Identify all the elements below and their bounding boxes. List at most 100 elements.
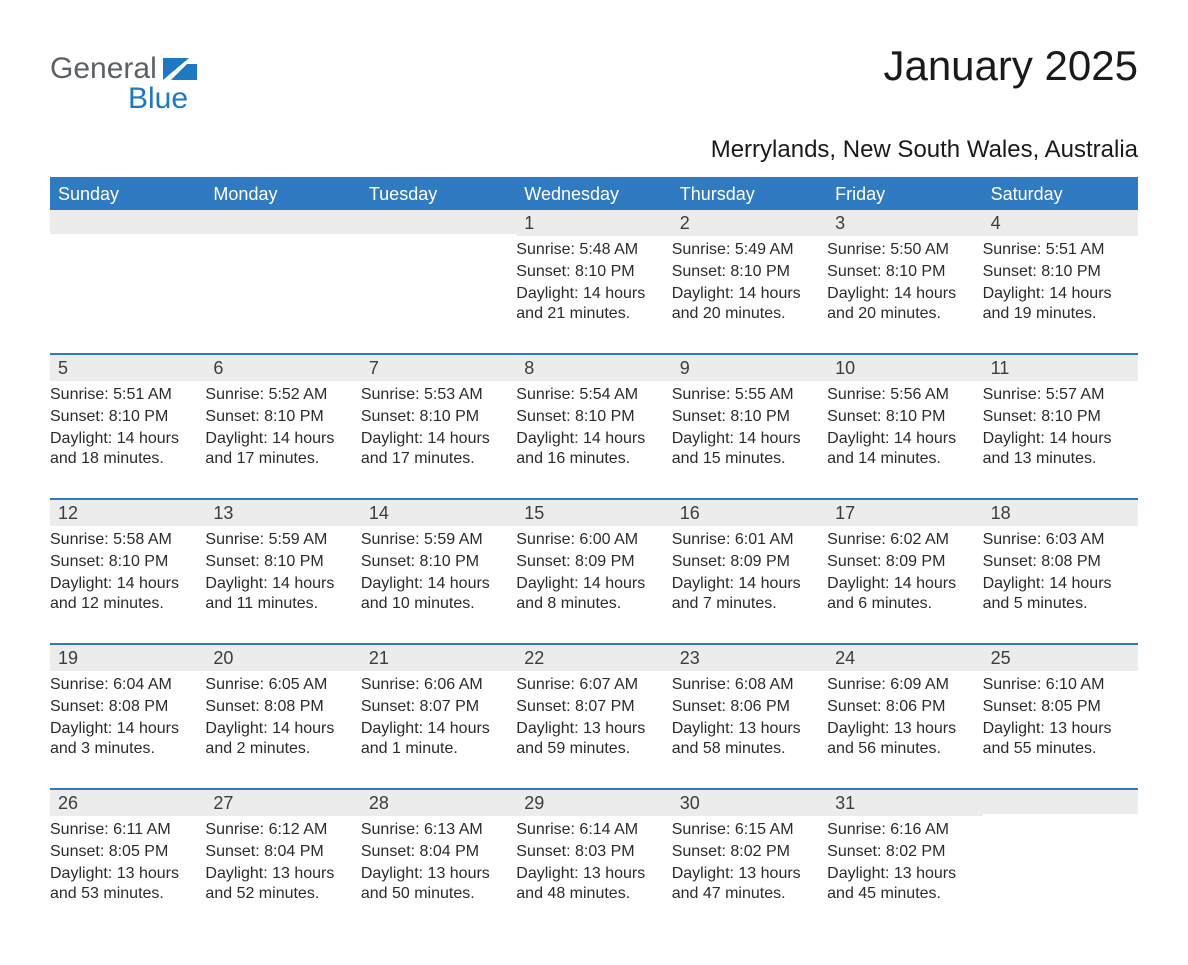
dow-header: Friday bbox=[827, 177, 982, 210]
dow-header: Thursday bbox=[672, 177, 827, 210]
sunset-line: Sunset: 8:10 PM bbox=[983, 262, 1130, 282]
daylight-line: Daylight: 13 hours and 45 minutes. bbox=[827, 864, 974, 904]
day-number: 2 bbox=[672, 210, 827, 237]
day-number: 18 bbox=[983, 500, 1138, 527]
daylight-line: Daylight: 14 hours and 17 minutes. bbox=[361, 429, 508, 469]
day-number: 27 bbox=[205, 790, 360, 817]
day-body: Sunrise: 6:03 AMSunset: 8:08 PMDaylight:… bbox=[983, 526, 1138, 616]
daylight-line: Daylight: 13 hours and 59 minutes. bbox=[516, 719, 663, 759]
sunrise-line: Sunrise: 6:06 AM bbox=[361, 675, 508, 695]
dow-header: Saturday bbox=[983, 177, 1138, 210]
sunrise-line: Sunrise: 6:04 AM bbox=[50, 675, 197, 695]
day-number bbox=[205, 210, 360, 234]
sunset-line: Sunset: 8:10 PM bbox=[50, 552, 197, 572]
day-number: 3 bbox=[827, 210, 982, 237]
day-cell: 26Sunrise: 6:11 AMSunset: 8:05 PMDayligh… bbox=[50, 790, 205, 915]
day-number: 4 bbox=[983, 210, 1138, 237]
logo-flag-icon bbox=[163, 58, 197, 80]
sunset-line: Sunset: 8:06 PM bbox=[827, 697, 974, 717]
daylight-line: Daylight: 13 hours and 48 minutes. bbox=[516, 864, 663, 904]
daylight-line: Daylight: 14 hours and 12 minutes. bbox=[50, 574, 197, 614]
day-cell: 7Sunrise: 5:53 AMSunset: 8:10 PMDaylight… bbox=[361, 355, 516, 480]
day-number: 29 bbox=[516, 790, 671, 817]
day-cell: 1Sunrise: 5:48 AMSunset: 8:10 PMDaylight… bbox=[516, 210, 671, 335]
calendar-grid: SundayMondayTuesdayWednesdayThursdayFrid… bbox=[50, 177, 1138, 915]
daylight-line: Daylight: 13 hours and 56 minutes. bbox=[827, 719, 974, 759]
sunset-line: Sunset: 8:03 PM bbox=[516, 842, 663, 862]
day-body: Sunrise: 5:59 AMSunset: 8:10 PMDaylight:… bbox=[205, 526, 360, 616]
sunrise-line: Sunrise: 5:57 AM bbox=[983, 385, 1130, 405]
dow-header: Sunday bbox=[50, 177, 205, 210]
daylight-line: Daylight: 14 hours and 14 minutes. bbox=[827, 429, 974, 469]
daylight-line: Daylight: 14 hours and 20 minutes. bbox=[827, 284, 974, 324]
day-body: Sunrise: 6:10 AMSunset: 8:05 PMDaylight:… bbox=[983, 671, 1138, 761]
daylight-line: Daylight: 14 hours and 11 minutes. bbox=[205, 574, 352, 614]
day-cell: 25Sunrise: 6:10 AMSunset: 8:05 PMDayligh… bbox=[983, 645, 1138, 770]
sunset-line: Sunset: 8:04 PM bbox=[205, 842, 352, 862]
day-body: Sunrise: 6:07 AMSunset: 8:07 PMDaylight:… bbox=[516, 671, 671, 761]
day-body: Sunrise: 6:05 AMSunset: 8:08 PMDaylight:… bbox=[205, 671, 360, 761]
day-cell: 16Sunrise: 6:01 AMSunset: 8:09 PMDayligh… bbox=[672, 500, 827, 625]
day-cell: 30Sunrise: 6:15 AMSunset: 8:02 PMDayligh… bbox=[672, 790, 827, 915]
day-cell bbox=[983, 790, 1138, 915]
daylight-line: Daylight: 14 hours and 20 minutes. bbox=[672, 284, 819, 324]
daylight-line: Daylight: 13 hours and 47 minutes. bbox=[672, 864, 819, 904]
day-number: 28 bbox=[361, 790, 516, 817]
daylight-line: Daylight: 14 hours and 21 minutes. bbox=[516, 284, 663, 324]
day-number: 13 bbox=[205, 500, 360, 527]
sunset-line: Sunset: 8:09 PM bbox=[827, 552, 974, 572]
sunset-line: Sunset: 8:10 PM bbox=[361, 552, 508, 572]
sunset-line: Sunset: 8:10 PM bbox=[205, 407, 352, 427]
sunrise-line: Sunrise: 5:58 AM bbox=[50, 530, 197, 550]
day-body: Sunrise: 6:01 AMSunset: 8:09 PMDaylight:… bbox=[672, 526, 827, 616]
sunrise-line: Sunrise: 6:09 AM bbox=[827, 675, 974, 695]
day-cell bbox=[205, 210, 360, 335]
day-cell: 28Sunrise: 6:13 AMSunset: 8:04 PMDayligh… bbox=[361, 790, 516, 915]
day-cell bbox=[50, 210, 205, 335]
daylight-line: Daylight: 14 hours and 17 minutes. bbox=[205, 429, 352, 469]
day-number: 20 bbox=[205, 645, 360, 672]
day-number bbox=[50, 210, 205, 234]
dow-header: Monday bbox=[205, 177, 360, 210]
day-cell: 29 Sunrise: 6:14 AMSunset: 8:03 PMDayligh… bbox=[516, 790, 671, 915]
day-number bbox=[361, 210, 516, 234]
sunset-line: Sunset: 8:05 PM bbox=[983, 697, 1130, 717]
sunset-line: Sunset: 8:10 PM bbox=[827, 262, 974, 282]
sunset-line: Sunset: 8:10 PM bbox=[50, 407, 197, 427]
sunrise-line: Sunrise: 6:05 AM bbox=[205, 675, 352, 695]
sunrise-line: Sunrise: 5:56 AM bbox=[827, 385, 974, 405]
daylight-line: Daylight: 14 hours and 16 minutes. bbox=[516, 429, 663, 469]
day-number: 8 bbox=[516, 355, 671, 382]
sunrise-line: Sunrise: 5:51 AM bbox=[50, 385, 197, 405]
sunset-line: Sunset: 8:02 PM bbox=[672, 842, 819, 862]
day-cell: 15Sunrise: 6:00 AMSunset: 8:09 PMDayligh… bbox=[516, 500, 671, 625]
sunset-line: Sunset: 8:10 PM bbox=[672, 262, 819, 282]
day-body: Sunrise: 6:11 AMSunset: 8:05 PMDaylight:… bbox=[50, 816, 205, 906]
sunset-line: Sunset: 8:10 PM bbox=[983, 407, 1130, 427]
sunset-line: Sunset: 8:09 PM bbox=[516, 552, 663, 572]
sunrise-line: Sunrise: 5:48 AM bbox=[516, 240, 663, 260]
sunset-line: Sunset: 8:08 PM bbox=[205, 697, 352, 717]
sunset-line: Sunset: 8:06 PM bbox=[672, 697, 819, 717]
day-number: 22 bbox=[516, 645, 671, 672]
sunrise-line: Sunrise: 6:14 AM bbox=[516, 820, 663, 840]
sunset-line: Sunset: 8:10 PM bbox=[361, 407, 508, 427]
day-number bbox=[983, 790, 1138, 814]
day-body: Sunrise: 5:52 AMSunset: 8:10 PMDaylight:… bbox=[205, 381, 360, 471]
sunset-line: Sunset: 8:10 PM bbox=[205, 552, 352, 572]
page-root: General Blue January 2025 Merrylands, Ne… bbox=[0, 0, 1188, 965]
day-number: 19 bbox=[50, 645, 205, 672]
day-number: 31 bbox=[827, 790, 982, 817]
day-number: 25 bbox=[983, 645, 1138, 672]
daylight-line: Daylight: 13 hours and 53 minutes. bbox=[50, 864, 197, 904]
day-number: 16 bbox=[672, 500, 827, 527]
daylight-line: Daylight: 14 hours and 18 minutes. bbox=[50, 429, 197, 469]
sunrise-line: Sunrise: 6:12 AM bbox=[205, 820, 352, 840]
day-body: Sunrise: 5:59 AMSunset: 8:10 PMDaylight:… bbox=[361, 526, 516, 616]
day-body: Sunrise: 5:51 AMSunset: 8:10 PMDaylight:… bbox=[50, 381, 205, 471]
sunset-line: Sunset: 8:10 PM bbox=[672, 407, 819, 427]
day-cell: 18Sunrise: 6:03 AMSunset: 8:08 PMDayligh… bbox=[983, 500, 1138, 625]
sunrise-line: Sunrise: 5:52 AM bbox=[205, 385, 352, 405]
sunrise-line: Sunrise: 5:53 AM bbox=[361, 385, 508, 405]
day-number: 30 bbox=[672, 790, 827, 817]
